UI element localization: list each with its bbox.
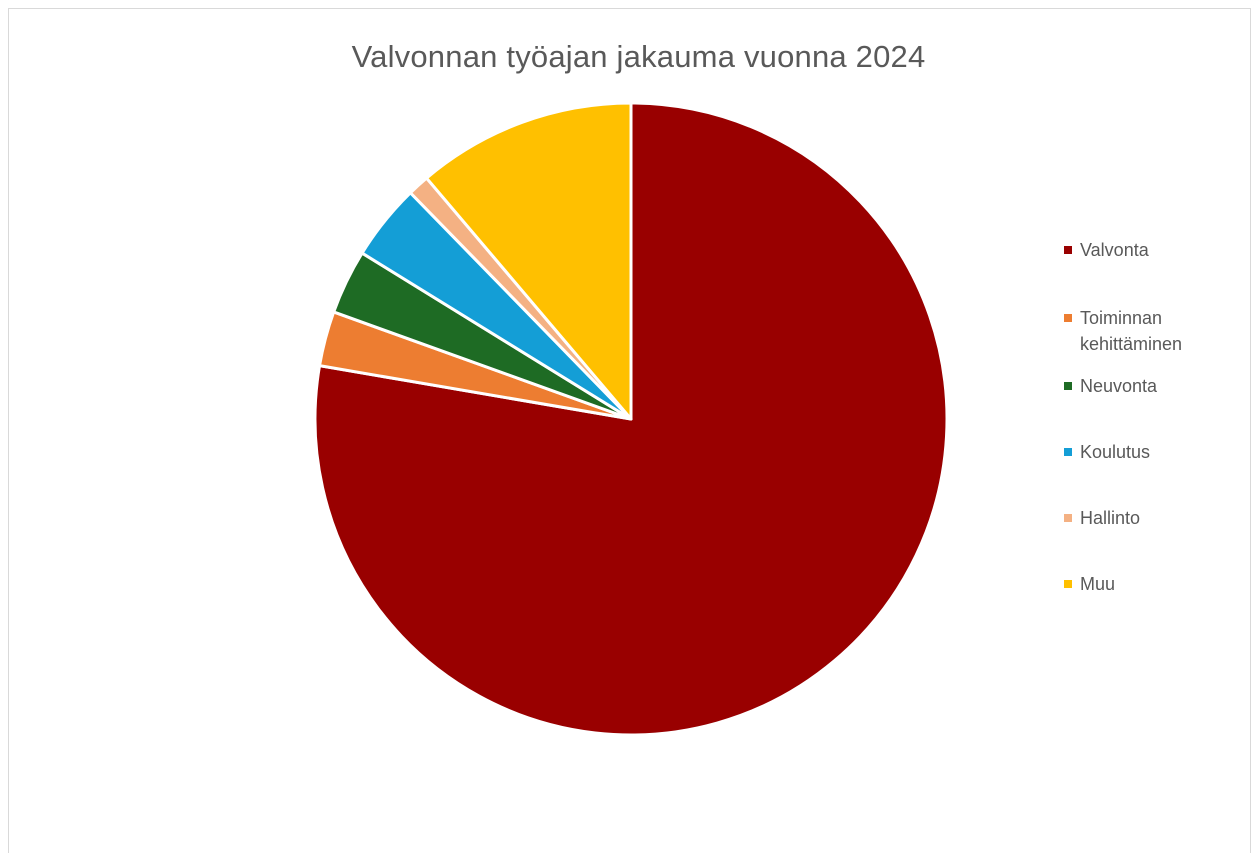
legend-label: Hallinto [1080,508,1141,528]
legend-item-hallinto: Hallinto [1064,505,1230,531]
legend-swatch [1064,580,1072,588]
legend-item-neuvonta: Neuvonta [1064,373,1230,399]
legend-label: Koulutus [1080,442,1151,462]
legend-item-toiminnan-kehittaminen: Toiminnan kehittäminen [1064,305,1230,357]
legend-item-valvonta: Valvonta [1064,237,1230,263]
legend-label: Toiminnan kehittäminen [1080,308,1183,354]
legend-label: Muu [1080,574,1116,594]
chart-area: Valvonnan työajan jakauma vuonna 2024 Va… [8,8,1251,853]
legend-swatch [1064,246,1072,254]
legend-swatch [1064,382,1072,390]
pie-chart [313,101,949,737]
legend-item-koulutus: Koulutus [1064,439,1230,465]
legend-label: Valvonta [1080,240,1149,260]
legend-swatch [1064,314,1072,322]
pie-slice-muu [425,101,633,421]
legend-item-muu: Muu [1064,571,1230,597]
legend-label: Neuvonta [1080,376,1158,396]
legend-swatch [1064,514,1072,522]
legend-swatch [1064,448,1072,456]
chart-title: Valvonnan työajan jakauma vuonna 2024 [351,39,926,74]
